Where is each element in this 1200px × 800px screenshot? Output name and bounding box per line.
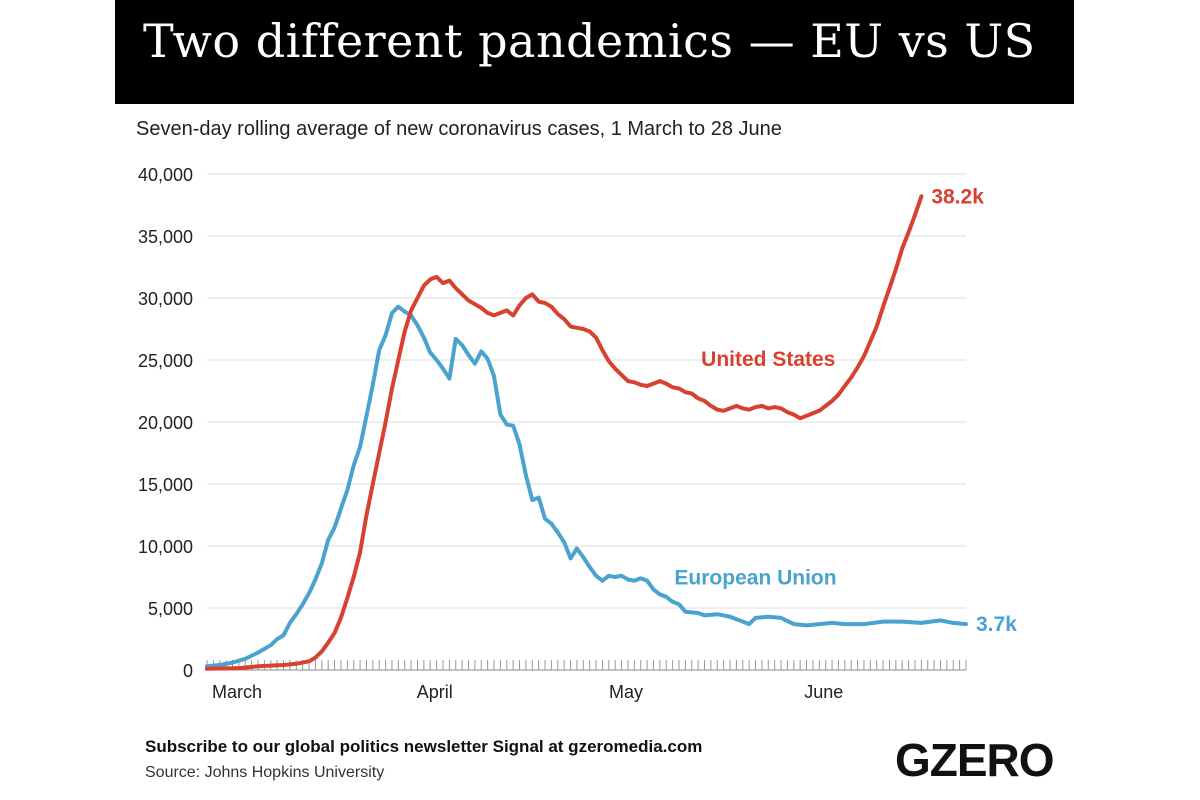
- gzero-logo: GZERO: [895, 734, 1055, 786]
- series-line-european-union: [205, 304, 968, 669]
- series-label-european-union: European Union: [674, 566, 836, 589]
- x-axis: March April May June: [206, 660, 967, 702]
- series-labels: United States European Union: [674, 348, 836, 589]
- y-tick-label: 30,000: [138, 289, 193, 309]
- title-banner: Two different pandemics — EU vs US: [115, 0, 1074, 104]
- chart-title: Two different pandemics — EU vs US: [143, 14, 1036, 68]
- y-tick-label: 20,000: [138, 413, 193, 433]
- y-axis-tick-labels: 0 5,000 10,000 15,000 20,000 25,000 30,000 35,0…: [138, 165, 193, 681]
- x-tick-label-may: May: [609, 682, 643, 702]
- series-label-united-states: United States: [701, 348, 835, 371]
- x-tick-label-april: April: [417, 682, 453, 702]
- y-tick-label: 25,000: [138, 351, 193, 371]
- x-tick-label-march: March: [212, 682, 262, 702]
- chart-subtitle: Seven-day rolling average of new coronav…: [136, 118, 782, 140]
- end-value-label-european-union: 3.7k: [976, 613, 1017, 636]
- y-tick-label: 5,000: [148, 599, 193, 619]
- series-line-united-states: [205, 194, 924, 671]
- x-tick-label-june: June: [804, 682, 843, 702]
- end-value-label-united-states: 38.2k: [931, 185, 984, 208]
- y-tick-label: 15,000: [138, 475, 193, 495]
- newsletter-text: Subscribe to our global politics newslet…: [145, 737, 703, 756]
- y-tick-label: 40,000: [138, 165, 193, 185]
- y-tick-label: 10,000: [138, 537, 193, 557]
- source-text: Source: Johns Hopkins University: [145, 764, 385, 781]
- series-lines: 3.7k 38.2k: [205, 185, 1017, 671]
- y-tick-label: 0: [183, 661, 193, 681]
- y-tick-label: 35,000: [138, 227, 193, 247]
- gridlines: [207, 173, 966, 671]
